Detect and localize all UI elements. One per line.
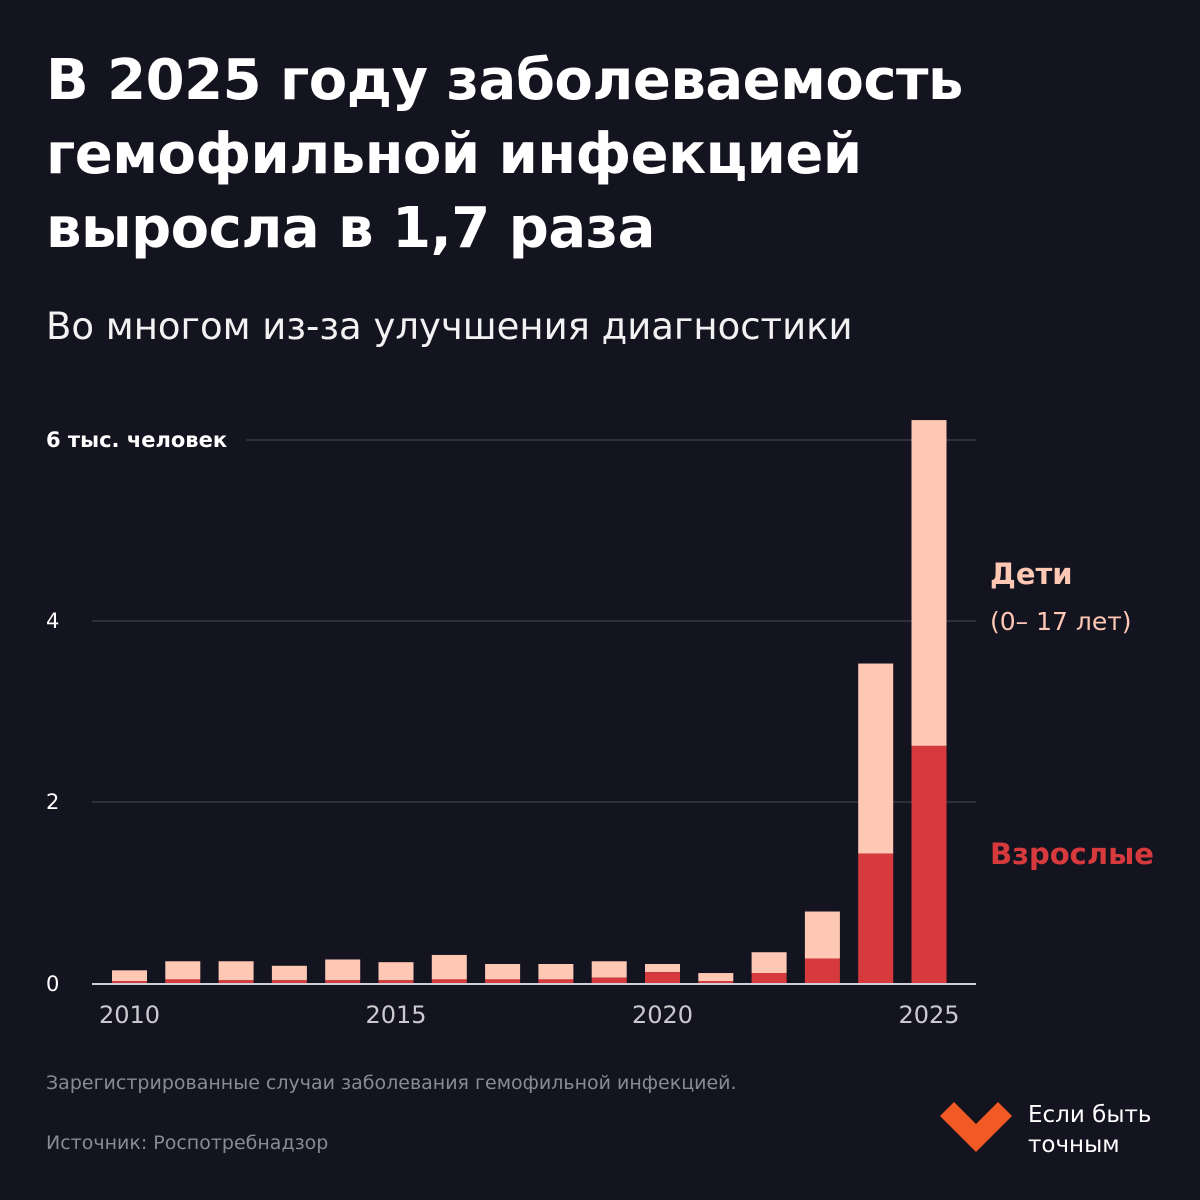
bar-children-2025 xyxy=(911,420,947,746)
x-tick-label-2025: 2025 xyxy=(898,1001,959,1029)
heart-logo-icon xyxy=(940,1102,1012,1152)
brand-block[interactable]: Если быть точным xyxy=(940,1100,1180,1164)
bar-adults-2015 xyxy=(378,980,414,983)
bar-children-2017 xyxy=(485,963,521,980)
bar-adults-2012 xyxy=(218,980,254,983)
x-tick-label-2015: 2015 xyxy=(365,1001,426,1029)
bar-children-2015 xyxy=(378,962,414,981)
bar-adults-2024 xyxy=(858,853,894,983)
bar-adults-2018 xyxy=(538,979,574,983)
bar-adults-2010 xyxy=(112,981,147,983)
bar-children-2013 xyxy=(271,965,307,981)
bar-children-2018 xyxy=(538,963,574,980)
bar-adults-2019 xyxy=(591,977,627,983)
bar-children-2019 xyxy=(591,961,627,978)
bar-children-2023 xyxy=(804,911,840,959)
chart-title: В 2025 году заболеваемость гемофильной и… xyxy=(46,48,963,261)
bar-adults-2013 xyxy=(271,980,307,983)
bar-children-2022 xyxy=(751,952,787,974)
bar-adults-2016 xyxy=(431,979,467,983)
legend-children: Дети (0– 17 лет) xyxy=(990,550,1132,646)
bar-adults-2014 xyxy=(325,980,361,983)
grid-lines xyxy=(92,439,976,803)
bars xyxy=(112,420,947,983)
bar-adults-2025 xyxy=(911,745,947,983)
bar-children-2011 xyxy=(165,961,201,980)
y-tick-label-4: 4 xyxy=(46,609,59,633)
bar-children-2020 xyxy=(645,963,680,973)
chart-note: Зарегистрированные случаи заболевания ге… xyxy=(46,1072,737,1094)
bar-children-2010 xyxy=(112,970,147,982)
bar-adults-2023 xyxy=(804,958,840,983)
brand-name: Если быть точным xyxy=(1028,1100,1151,1160)
x-tick-label-2010: 2010 xyxy=(99,1001,160,1029)
bar-children-2012 xyxy=(218,961,254,981)
bar-adults-2011 xyxy=(165,979,201,983)
y-tick-label-2: 2 xyxy=(46,790,59,814)
legend-children-label: Дети xyxy=(990,557,1073,591)
x-tick-label-2020: 2020 xyxy=(632,1001,693,1029)
bar-children-2021 xyxy=(698,973,734,982)
bar-children-2024 xyxy=(858,663,894,854)
y-tick-label-6: 6 тыс. человек xyxy=(46,428,227,452)
brand-name-line1: Если быть xyxy=(1028,1102,1152,1128)
axes: 0 2 4 6 тыс. человек 2010 2015 2020 2025 xyxy=(46,428,976,1029)
bar-chart: 0 2 4 6 тыс. человек 2010 2015 2020 2025 xyxy=(46,420,976,1029)
bar-adults-2022 xyxy=(751,973,787,983)
bar-adults-2017 xyxy=(485,979,521,983)
bar-adults-2021 xyxy=(698,981,734,983)
legend-children-range: (0– 17 лет) xyxy=(990,607,1132,636)
chart-subtitle: Во многом из-за улучшения диагностики xyxy=(46,305,853,348)
y-tick-label-0: 0 xyxy=(46,972,59,996)
legend-adults-label: Взрослые xyxy=(990,837,1154,871)
bar-children-2016 xyxy=(431,954,467,980)
bar-children-2014 xyxy=(325,959,361,981)
bar-adults-2020 xyxy=(645,972,680,983)
brand-name-line2: точным xyxy=(1028,1132,1120,1158)
chart-source: Источник: Роспотребнадзор xyxy=(46,1132,329,1154)
